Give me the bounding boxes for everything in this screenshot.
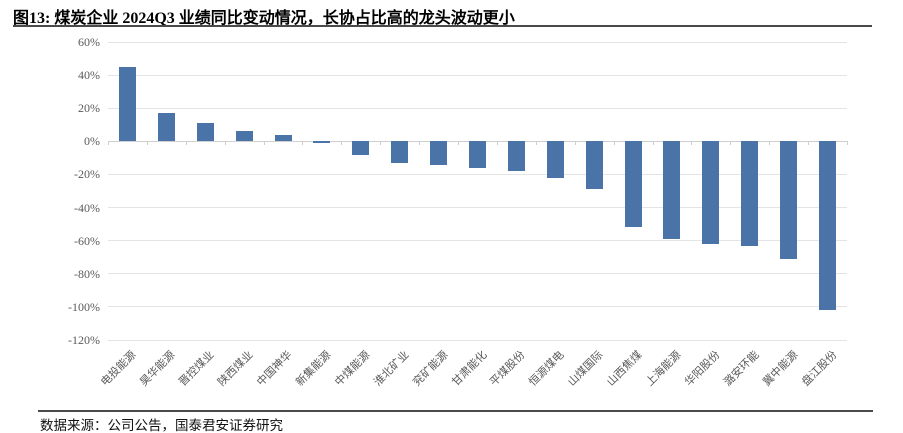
axis-tick	[341, 141, 343, 146]
title-rule	[13, 25, 872, 27]
y-axis-label: -120%	[68, 333, 100, 347]
bar-淮北矿业	[391, 141, 409, 163]
axis-tick	[458, 141, 460, 146]
y-axis-label: -80%	[74, 266, 100, 281]
bar-新集能源	[313, 141, 331, 143]
data-source-note: 数据来源：公司公告，国泰君安证券研究	[40, 418, 283, 433]
category-label: 中国神华	[254, 349, 295, 389]
bar-恒源煤电	[546, 141, 564, 178]
axis-tick	[613, 141, 615, 146]
gridline	[108, 240, 847, 242]
gridline	[108, 306, 847, 308]
category-label: 中煤能源	[332, 349, 373, 389]
bar-冀中能源	[780, 141, 798, 259]
y-axis-label: 40%	[78, 68, 100, 83]
y-axis-label: -40%	[74, 200, 100, 215]
bar-山西焦煤	[624, 141, 642, 228]
category-label: 上海能源	[643, 349, 684, 389]
axis-tick	[808, 141, 810, 146]
axis-tick	[535, 141, 537, 146]
axis-tick	[146, 141, 148, 146]
y-axis-label: 0%	[84, 134, 100, 149]
bar-陕西煤业	[235, 131, 253, 142]
axis-tick	[263, 141, 265, 146]
category-label: 潞安环能	[721, 349, 762, 389]
axis-tick	[108, 141, 109, 146]
axis-tick	[380, 141, 382, 146]
category-label: 恒源煤电	[527, 349, 567, 389]
axis-tick	[574, 141, 576, 146]
bar-中国神华	[274, 134, 292, 142]
gridline	[108, 207, 847, 209]
category-label: 昊华能源	[138, 349, 178, 389]
axis-tick	[185, 141, 187, 146]
axis-tick	[224, 141, 226, 146]
gridline	[108, 273, 847, 275]
gridline	[108, 74, 847, 76]
category-label: 兖矿能源	[410, 349, 451, 389]
category-label: 冀中能源	[760, 349, 801, 389]
category-label: 山煤国际	[566, 349, 606, 389]
bar-中煤能源	[352, 141, 370, 155]
category-label: 华阳股份	[682, 349, 723, 389]
bar-山煤国际	[585, 141, 603, 190]
category-label: 山西焦煤	[604, 349, 645, 389]
y-axis-label: -20%	[74, 167, 100, 182]
category-label: 平煤股份	[488, 349, 528, 389]
category-label: 陕西煤业	[216, 349, 256, 389]
axis-tick	[847, 141, 848, 146]
bar-晋控煤业	[196, 123, 214, 142]
category-label: 晋控煤业	[177, 349, 217, 389]
bar-潞安环能	[741, 141, 759, 246]
axis-tick	[730, 141, 732, 146]
axis-tick	[496, 141, 498, 146]
bar-盘江股份	[819, 141, 837, 311]
bar-上海能源	[663, 141, 681, 239]
category-label: 电投能源	[99, 349, 139, 389]
figure-title: 图13: 煤炭企业 2024Q3 业绩同比变动情况，长协占比高的龙头波动更小	[13, 10, 515, 27]
y-axis-label: 60%	[78, 35, 100, 49]
y-axis-label: -60%	[74, 233, 100, 248]
bar-昊华能源	[157, 113, 175, 142]
bar-兖矿能源	[430, 141, 448, 165]
gridline	[108, 41, 847, 43]
bar-甘肃能化	[469, 141, 486, 168]
bar-平煤股份	[507, 141, 525, 172]
y-axis-label: 20%	[78, 101, 100, 116]
gridline	[108, 107, 847, 109]
category-label: 淮北矿业	[371, 349, 412, 389]
axis-tick	[652, 141, 654, 146]
bar-华阳股份	[702, 141, 720, 244]
axis-tick	[302, 141, 304, 146]
axis-tick	[769, 141, 771, 146]
y-axis-label: -100%	[68, 299, 100, 314]
category-label: 新集能源	[293, 349, 334, 389]
gridline	[108, 173, 847, 175]
source-rule	[38, 410, 873, 412]
bar-电投能源	[118, 66, 136, 142]
gridline	[108, 339, 847, 341]
category-label: 甘肃能化	[449, 349, 489, 389]
axis-tick	[691, 141, 693, 146]
axis-tick	[419, 141, 421, 146]
category-label: 盘江股份	[799, 349, 840, 389]
